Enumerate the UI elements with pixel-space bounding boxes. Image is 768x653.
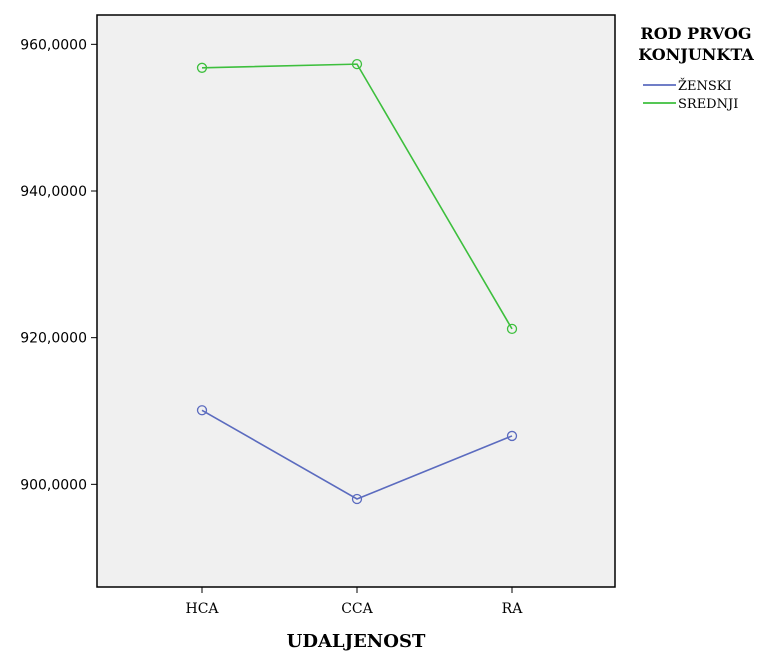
x-tick-label: HCA: [185, 601, 219, 617]
legend-title-line-1: ROD PRVOG: [640, 24, 751, 43]
series-line: [201, 409, 513, 500]
series-0: [196, 405, 518, 505]
data-point: [351, 58, 363, 70]
legend: ROD PRVOG KONJUNKTA ŽENSKI SREDNJI: [638, 24, 754, 112]
x-axis: HCA CCA RA: [185, 587, 523, 617]
series-line: [201, 63, 513, 330]
legend-label: ŽENSKI: [678, 78, 732, 94]
data-point: [506, 323, 518, 335]
legend-label: SREDNJI: [678, 97, 738, 112]
series-1: [196, 58, 518, 335]
y-tick-label: 960,0000: [20, 37, 87, 53]
y-tick-label: 920,0000: [20, 331, 87, 347]
legend-title-line-2: KONJUNKTA: [638, 45, 754, 64]
x-axis-title: UDALJENOST: [287, 631, 426, 652]
data-point: [196, 62, 208, 73]
series-layer: [196, 58, 518, 505]
data-point: [196, 405, 208, 416]
y-axis: 900,0000 920,0000 940,0000 960,0000: [20, 37, 97, 493]
y-tick-label: 900,0000: [20, 477, 87, 493]
y-tick-label: 940,0000: [20, 184, 87, 200]
data-point: [506, 430, 518, 442]
x-tick-label: RA: [502, 601, 524, 617]
data-point: [351, 493, 363, 505]
plot-area: [96, 14, 616, 588]
x-tick-label: CCA: [341, 601, 373, 617]
